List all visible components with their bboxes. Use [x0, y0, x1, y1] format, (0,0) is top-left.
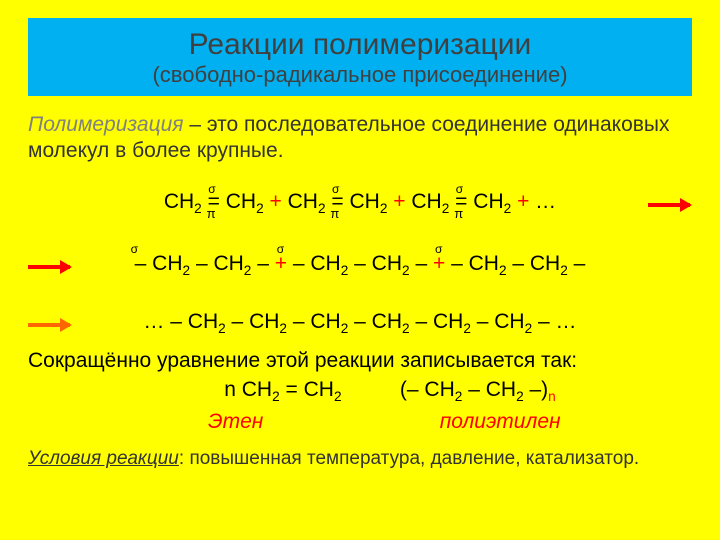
label-left: Этен: [208, 410, 388, 434]
sigma-icon: σ: [277, 240, 284, 259]
arrow-left-icon: [28, 256, 70, 274]
eq1-ch2: СН: [226, 190, 256, 213]
eq2-u6: СН: [530, 252, 560, 275]
eq1-plus3: +: [517, 190, 535, 213]
equation-1-row: СН2 σ π = СН2 + СН2 σ π = СН2 + СН2 σ π …: [28, 183, 692, 223]
eq2-d8: –: [568, 252, 586, 275]
short-u1: СН: [242, 378, 272, 401]
short-dash: –: [462, 378, 485, 401]
eq3-u1: СН: [188, 310, 218, 333]
eq2-d: –: [196, 252, 214, 275]
definition-term: Полимеризация: [28, 113, 184, 136]
eq1-plus1: +: [270, 190, 288, 213]
arrow-left-icon: [28, 314, 70, 332]
eq3-d2: – …: [532, 310, 576, 333]
eq1-ch4: СН: [350, 190, 380, 213]
eq2-u4: СН: [372, 252, 402, 275]
short-open: (–: [400, 378, 425, 401]
eq1-ch6: СН: [473, 190, 503, 213]
arrow-right-icon: [648, 194, 690, 212]
conditions-text: : повышенная температура, давление, ката…: [179, 448, 639, 469]
eq3-s1: –: [226, 310, 249, 333]
title-sub: (свободно-радикальное присоединение): [28, 62, 692, 88]
eq1-ch3: СН: [288, 190, 318, 213]
short-equation-label: Сокращённо уравнение этой реакции записы…: [28, 349, 692, 373]
short-n: n: [224, 378, 242, 401]
eq3-s4: –: [410, 310, 433, 333]
eq1-ch: СН: [164, 190, 194, 213]
pi-icon: π: [454, 204, 463, 225]
pi-icon: π: [207, 204, 216, 225]
conditions-label: Условия реакции: [28, 448, 179, 469]
eq2-d4: –: [348, 252, 371, 275]
eq3-u5: СН: [433, 310, 463, 333]
eq1-dots: …: [535, 190, 556, 213]
equation-3-row: … – СН2 – СН2 – СН2 – СН2 – СН2 – СН2 – …: [28, 303, 692, 343]
eq2-u: – СН: [135, 252, 183, 275]
eq3-u2: СН: [249, 310, 279, 333]
eq3-d1: … –: [143, 310, 187, 333]
eq1-plus2: +: [393, 190, 411, 213]
eq1-ch5: СН: [411, 190, 441, 213]
eq2-u2: СН: [213, 252, 243, 275]
definition: Полимеризация – это последовательное сое…: [28, 112, 692, 165]
eq2-d3: –: [293, 252, 311, 275]
pi-icon: π: [330, 204, 339, 225]
eq3-u6: СН: [494, 310, 524, 333]
sigma-icon: σ: [456, 180, 463, 199]
equation-2-row: σ – СН2 – СН2 – σ + – СН2 – СН2 – σ + – …: [28, 245, 692, 285]
short-equation: n СН2 = СН2 (– СН2 – СН2 –)n: [88, 373, 692, 408]
equation-2: σ – СН2 – СН2 – σ + – СН2 – СН2 – σ + – …: [135, 247, 586, 282]
labels-row: Этен полиэтилен: [208, 410, 692, 434]
short-u4: СН: [486, 378, 516, 401]
eq2-u5: СН: [469, 252, 499, 275]
slide: Реакции полимеризации (свободно-радикаль…: [0, 0, 720, 540]
short-close: –): [524, 378, 549, 401]
eq2-u3: СН: [310, 252, 340, 275]
eq3-s5: –: [471, 310, 494, 333]
sigma-icon: σ: [208, 180, 215, 199]
eq2-d2: –: [251, 252, 274, 275]
eq3-u4: СН: [372, 310, 402, 333]
eq3-u3: СН: [310, 310, 340, 333]
short-u3: СН: [424, 378, 454, 401]
eq2-d6: –: [451, 252, 469, 275]
sigma-icon: σ: [131, 240, 138, 259]
eq2-d5: –: [410, 252, 433, 275]
title-main: Реакции полимеризации: [28, 28, 692, 62]
equation-1: СН2 σ π = СН2 + СН2 σ π = СН2 + СН2 σ π …: [164, 185, 556, 220]
sigma-icon: σ: [435, 240, 442, 259]
eq3-s3: –: [348, 310, 371, 333]
conditions: Условия реакции: повышенная температура,…: [28, 448, 692, 470]
short-u2: СН: [304, 378, 334, 401]
sigma-icon: σ: [332, 180, 339, 199]
title-box: Реакции полимеризации (свободно-радикаль…: [28, 18, 692, 96]
eq2-d7: –: [507, 252, 530, 275]
label-right: полиэтилен: [440, 410, 561, 434]
eq3-s2: –: [287, 310, 310, 333]
equation-3: … – СН2 – СН2 – СН2 – СН2 – СН2 – СН2 – …: [143, 305, 576, 340]
short-eq: =: [280, 378, 304, 401]
